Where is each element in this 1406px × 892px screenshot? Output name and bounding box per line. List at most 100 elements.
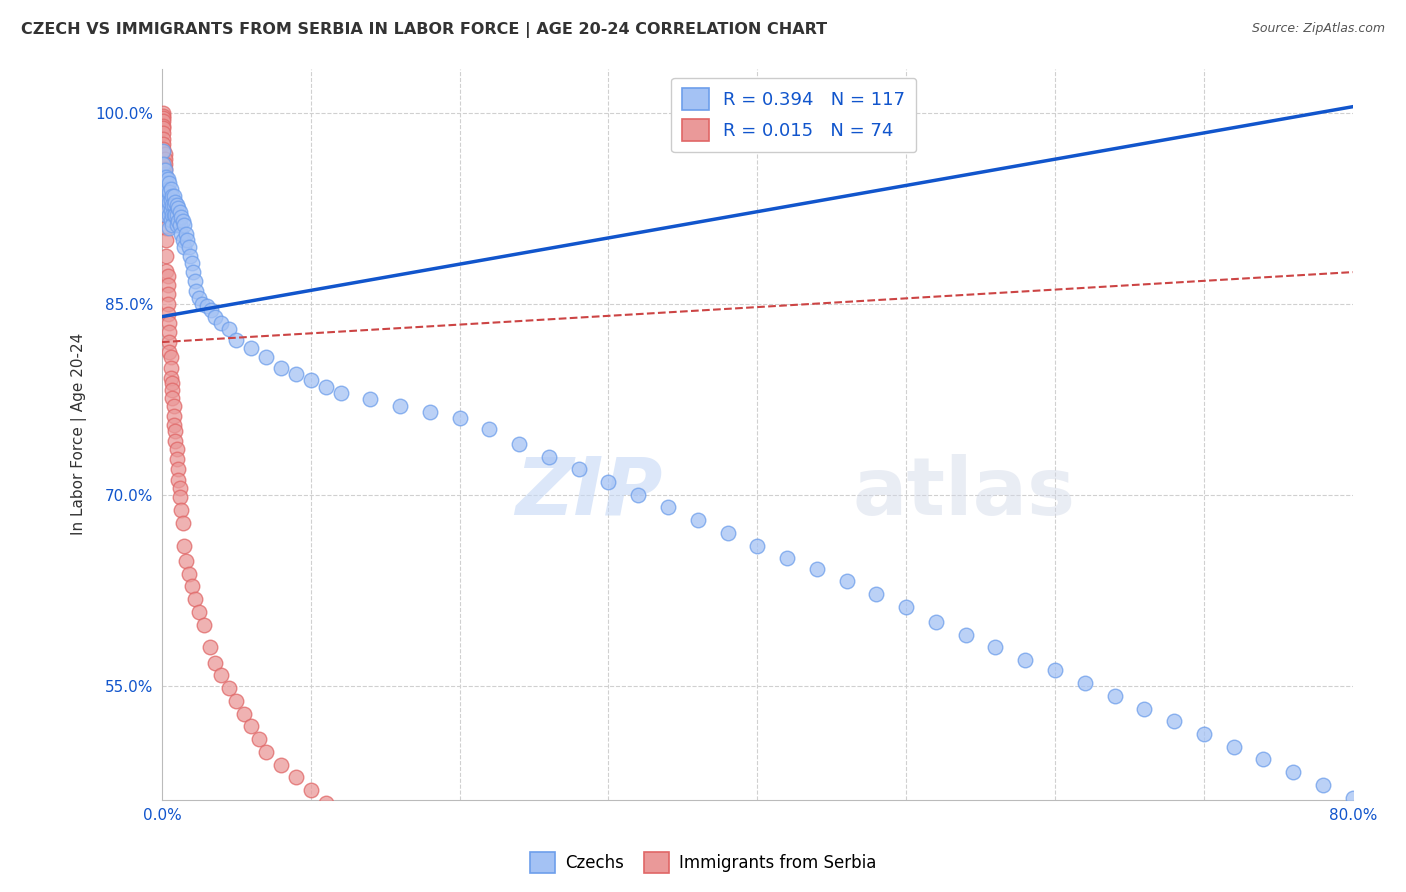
Point (167, 214, 190, 228)
Point (419, 405, 441, 419)
Point (200, 303, 222, 318)
Point (155, 208, 177, 222)
Point (1253, 752, 1275, 766)
Point (170, 503, 193, 517)
Point (299, 373, 322, 387)
Point (925, 615, 948, 629)
Point (156, 172, 179, 186)
Point (155, 169, 177, 184)
Point (156, 193, 179, 207)
Point (156, 286, 179, 301)
Point (169, 205, 191, 219)
Point (627, 488, 650, 502)
Point (169, 482, 191, 496)
Point (686, 513, 709, 527)
Point (152, 157, 174, 171)
Point (835, 574, 858, 589)
Point (896, 599, 918, 614)
Legend: Czechs, Immigrants from Serbia: Czechs, Immigrants from Serbia (523, 846, 883, 880)
Point (955, 628, 977, 642)
Point (165, 195, 187, 210)
Point (865, 587, 887, 601)
Point (191, 297, 214, 311)
Point (157, 195, 180, 210)
Point (152, 131, 174, 145)
Point (152, 109, 174, 123)
Point (1357, 803, 1379, 817)
Point (1074, 676, 1097, 690)
Point (449, 411, 471, 425)
Point (747, 539, 769, 553)
Point (153, 172, 176, 186)
Point (162, 376, 184, 390)
Point (163, 208, 186, 222)
Point (153, 157, 176, 171)
Point (172, 233, 194, 247)
Point (162, 208, 184, 222)
Point (162, 197, 184, 211)
Point (160, 360, 183, 375)
Point (153, 172, 176, 186)
Point (657, 500, 679, 515)
Point (156, 268, 179, 283)
Point (163, 417, 186, 432)
Point (174, 227, 197, 241)
Point (478, 422, 501, 436)
Point (157, 220, 180, 235)
Point (162, 384, 184, 398)
Point (157, 208, 180, 222)
Point (166, 197, 188, 211)
Point (284, 770, 307, 784)
Point (153, 187, 176, 202)
Point (156, 297, 179, 311)
Point (188, 605, 211, 619)
Point (155, 195, 177, 210)
Point (160, 193, 183, 207)
Point (232, 706, 254, 721)
Point (508, 437, 530, 451)
Point (1192, 727, 1215, 741)
Point (153, 178, 176, 192)
Text: ZIP: ZIP (515, 454, 662, 532)
Point (167, 462, 190, 476)
Point (1371, 816, 1393, 830)
Point (163, 409, 186, 423)
Point (315, 796, 337, 810)
Point (160, 182, 183, 196)
Point (218, 681, 240, 695)
Point (155, 208, 177, 222)
Point (1400, 829, 1406, 843)
Point (299, 783, 322, 797)
Point (1043, 664, 1066, 678)
Point (166, 208, 188, 222)
Point (157, 316, 180, 330)
Point (165, 424, 187, 438)
Point (160, 370, 183, 384)
Point (173, 539, 195, 553)
Point (152, 113, 174, 128)
Point (225, 333, 247, 347)
Point (177, 566, 200, 581)
Point (806, 561, 828, 575)
Point (170, 211, 193, 225)
Point (1222, 739, 1244, 754)
Point (172, 516, 194, 530)
Point (163, 197, 186, 211)
Point (1282, 765, 1305, 780)
Point (157, 176, 180, 190)
Point (153, 162, 176, 177)
Point (177, 240, 200, 254)
Point (153, 152, 176, 166)
Point (173, 240, 195, 254)
Point (270, 757, 292, 772)
Point (204, 310, 226, 324)
Point (176, 233, 198, 247)
Point (153, 193, 176, 207)
Point (170, 227, 193, 241)
Point (157, 325, 180, 339)
Point (155, 182, 177, 196)
Point (162, 218, 184, 232)
Point (174, 554, 197, 568)
Point (156, 182, 179, 196)
Point (156, 202, 179, 217)
